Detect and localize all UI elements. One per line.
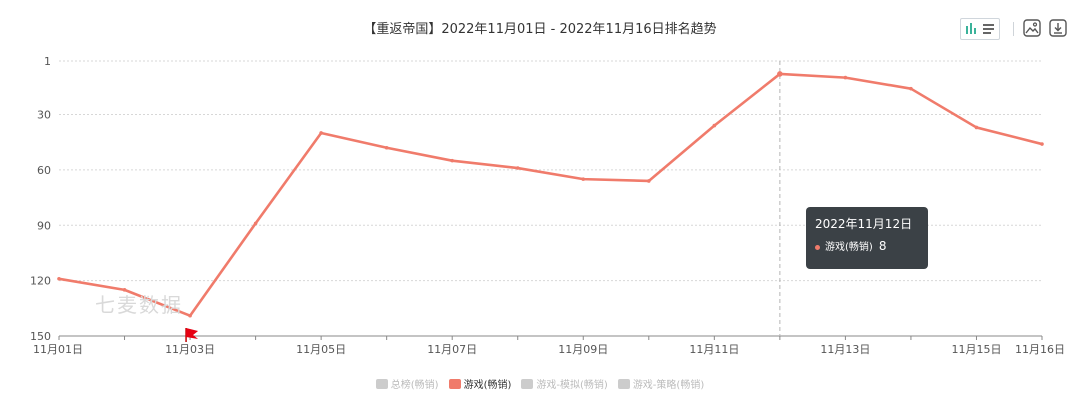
legend-swatch xyxy=(448,379,461,389)
toolbar-divider xyxy=(1013,22,1014,36)
tooltip-value: 8 xyxy=(878,239,887,253)
download-icon[interactable] xyxy=(1048,18,1068,38)
legend-swatch xyxy=(617,379,630,389)
y-tick-label: 120 xyxy=(30,275,51,288)
x-tick-label: 11月16日 xyxy=(1015,343,1065,356)
data-point[interactable] xyxy=(384,145,389,150)
y-tick-label: 60 xyxy=(37,164,51,177)
x-tick-label: 11月01日 xyxy=(33,343,83,356)
legend-item[interactable]: 游戏-模拟(畅销) xyxy=(521,376,608,391)
data-point[interactable] xyxy=(647,179,651,183)
y-tick-label: 30 xyxy=(37,109,51,122)
x-tick-label: 11月05日 xyxy=(296,343,346,356)
chart-type-toggle[interactable] xyxy=(960,18,1000,40)
legend-swatch xyxy=(375,379,388,389)
watermark: 七麦数据 xyxy=(95,293,183,317)
data-point[interactable] xyxy=(253,221,258,226)
x-tick-label: 11月15日 xyxy=(951,343,1001,356)
save-image-icon[interactable] xyxy=(1022,18,1042,38)
red-flag-icon[interactable] xyxy=(185,328,199,342)
save-image-button[interactable] xyxy=(1022,18,1042,40)
legend-swatch xyxy=(521,379,534,389)
x-tick-label: 11月09日 xyxy=(558,343,608,356)
data-point[interactable] xyxy=(974,125,979,130)
tooltip-dot xyxy=(815,244,820,250)
legend-item[interactable]: 游戏-策略(畅销) xyxy=(617,376,705,391)
data-point[interactable] xyxy=(581,177,586,181)
data-point[interactable] xyxy=(909,86,913,91)
legend-label: 游戏-模拟(畅销) xyxy=(536,380,608,391)
y-tick-label: 150 xyxy=(30,330,51,343)
x-tick-label: 11月03日 xyxy=(165,343,215,356)
tooltip-series: 游戏(畅销) xyxy=(825,242,873,253)
data-point[interactable] xyxy=(843,75,848,80)
data-point[interactable] xyxy=(777,71,783,77)
y-tick-label: 90 xyxy=(37,219,51,232)
tooltip-date: 2022年11月12日 xyxy=(815,217,913,231)
x-tick-label: 11月11日 xyxy=(689,343,739,356)
data-point[interactable] xyxy=(188,313,192,318)
tooltip-row: 游戏(畅销) 8 xyxy=(815,239,919,255)
legend: 总榜(畅销) 游戏(畅销) 游戏-模拟(畅销) 游戏-策略(畅销) xyxy=(0,376,1080,391)
legend-item[interactable]: 总榜(畅销) xyxy=(375,376,439,391)
series-line xyxy=(58,72,1043,317)
tooltip: 2022年11月12日 游戏(畅销) 8 xyxy=(806,207,928,269)
data-point[interactable] xyxy=(319,131,323,135)
legend-label: 总榜(畅销) xyxy=(390,380,439,391)
data-point[interactable] xyxy=(450,158,455,163)
data-point[interactable] xyxy=(1040,142,1044,146)
bar-chart-icon[interactable] xyxy=(966,23,976,34)
legend-item[interactable]: 游戏(畅销) xyxy=(448,376,512,391)
data-point[interactable] xyxy=(57,276,61,281)
download-button[interactable] xyxy=(1048,18,1068,40)
y-tick-label: 1 xyxy=(44,55,51,68)
list-lines-icon[interactable] xyxy=(983,24,994,34)
x-tick-label: 11月13日 xyxy=(820,343,870,356)
data-point[interactable] xyxy=(122,288,127,292)
data-point[interactable] xyxy=(712,123,717,128)
legend-label: 游戏-策略(畅销) xyxy=(632,380,705,391)
legend-label: 游戏(畅销) xyxy=(463,380,512,391)
chart-title: 【重返帝国】2022年11月01日 - 2022年11月16日排名趋势 xyxy=(363,22,717,37)
data-point[interactable] xyxy=(515,166,520,170)
x-tick-label: 11月07日 xyxy=(427,343,477,356)
